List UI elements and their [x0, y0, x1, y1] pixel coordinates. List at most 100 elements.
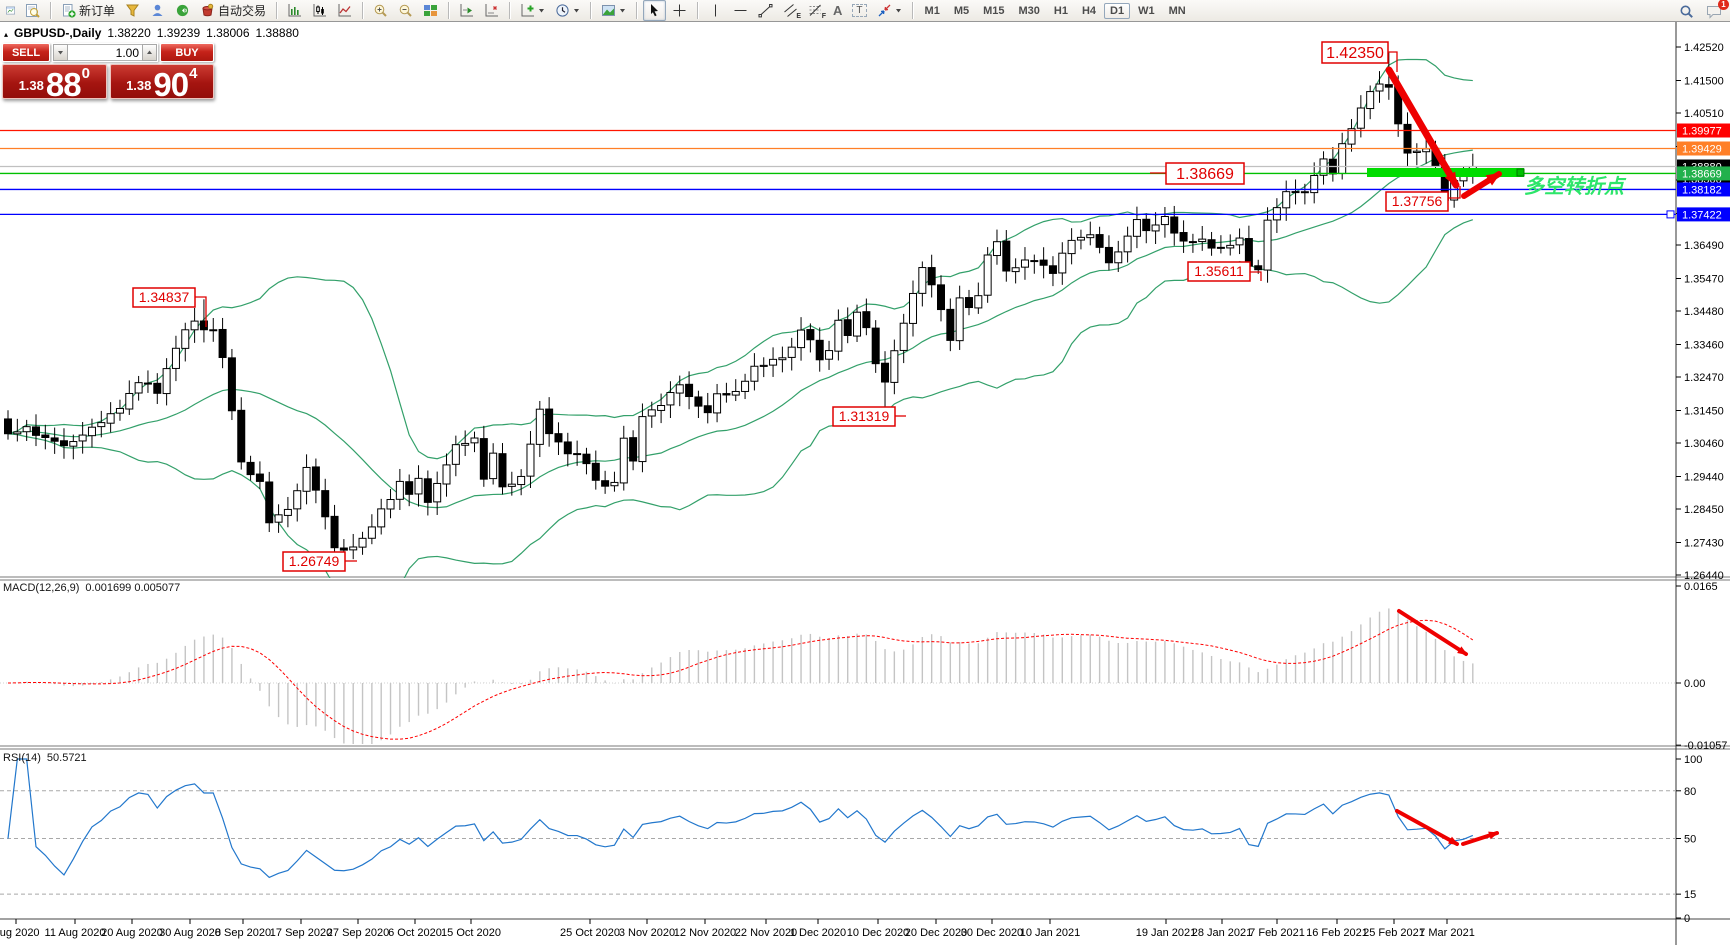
chart-shift-button[interactable]: [480, 0, 503, 21]
text-label-tool[interactable]: T: [848, 0, 870, 21]
timeframe-m5[interactable]: M5: [953, 4, 970, 17]
annotation-objects[interactable]: 1.42350 1.38669 1.37756 1.35611 1.31319 1.348…: [132, 41, 1627, 846]
toolbar-separator: [697, 2, 699, 19]
timeframe-h1[interactable]: H1: [1053, 4, 1068, 17]
timeframe-m15[interactable]: M15: [983, 4, 1005, 17]
crosshair-tool-button[interactable]: [668, 0, 691, 21]
svg-text:1.26440: 1.26440: [1684, 570, 1724, 582]
chinese-note-text: 多空转折点: [1524, 175, 1627, 198]
ohlc-close: 1.38880: [255, 26, 299, 40]
svg-text:17 Sep 2020: 17 Sep 2020: [270, 927, 332, 939]
svg-text:1.35611: 1.35611: [1194, 263, 1244, 279]
zoom-in-button[interactable]: [369, 0, 392, 21]
toolbar-separator: [276, 2, 278, 19]
toolbar-separator: [509, 2, 511, 19]
timeframe-h4[interactable]: H4: [1081, 4, 1097, 17]
svg-text:1.37422: 1.37422: [1682, 209, 1722, 221]
channel-letter: E: [796, 13, 802, 20]
arrows-icon: [878, 4, 890, 17]
chart-title: ▴ GBPUSD-,Daily 1.38220 1.39239 1.38006 …: [4, 26, 299, 40]
channel-tool[interactable]: E: [779, 0, 802, 21]
chart-magnifier-icon: [26, 4, 40, 18]
volume-input[interactable]: [68, 44, 142, 61]
svg-text:16 Feb 2021: 16 Feb 2021: [1306, 927, 1368, 939]
trend-arrow[interactable]: [1385, 66, 1460, 189]
svg-text:8 Sep 2020: 8 Sep 2020: [215, 927, 271, 939]
price-annotation-box[interactable]: [1385, 191, 1449, 212]
market-watch-button[interactable]: [121, 0, 144, 21]
buy-button[interactable]: BUY: [160, 43, 214, 62]
bar-chart-button[interactable]: [283, 0, 306, 21]
search-button[interactable]: [1675, 1, 1698, 22]
volume-increase-button[interactable]: [142, 44, 157, 61]
vertical-line-tool[interactable]: [704, 0, 727, 21]
volume-decrease-button[interactable]: [53, 44, 68, 61]
navigator-button[interactable]: [146, 0, 169, 21]
tile-windows-button[interactable]: [419, 0, 442, 21]
price-annotation-box[interactable]: [1321, 41, 1389, 64]
new-order-button[interactable]: 新订单: [57, 0, 119, 21]
trend-arrow[interactable]: [1461, 831, 1499, 846]
buy-price-sup: 4: [189, 65, 198, 82]
ohlc-low: 1.38006: [206, 26, 250, 40]
svg-text:1.32470: 1.32470: [1684, 372, 1724, 384]
svg-text:20 Aug 2020: 20 Aug 2020: [101, 927, 163, 939]
sell-button[interactable]: SELL: [2, 43, 50, 62]
fibonacci-icon: [809, 4, 821, 16]
svg-text:1.35470: 1.35470: [1684, 273, 1724, 285]
indicators-button[interactable]: [516, 0, 549, 21]
templates-button[interactable]: [597, 0, 630, 21]
cursor-tool-button[interactable]: [643, 0, 667, 21]
horizontal-line-tool[interactable]: [729, 0, 752, 21]
rsi-label: RSI(14): [3, 752, 41, 764]
candlestick-chart-button[interactable]: [308, 0, 331, 21]
timeframe-w1[interactable]: W1: [1138, 4, 1155, 17]
svg-text:15: 15: [1684, 889, 1696, 901]
symbol-period-label: GBPUSD-,Daily: [14, 26, 102, 40]
svg-text:25 Feb 2021: 25 Feb 2021: [1363, 927, 1425, 939]
macd-label-row: MACD(12,26,9) 0.001699 0.005077: [3, 582, 180, 594]
buy-price-display[interactable]: 1.38 90 4: [109, 64, 214, 101]
data-window-button[interactable]: [21, 0, 44, 21]
chevron-down-icon: [895, 9, 901, 13]
timeframe-d1[interactable]: D1: [1104, 2, 1131, 19]
svg-text:0.00: 0.00: [1684, 678, 1705, 690]
bar-chart-icon: [288, 4, 302, 17]
fibonacci-tool[interactable]: F: [804, 0, 827, 21]
new-order-icon: [63, 4, 76, 18]
horizontal-line-icon: [734, 10, 747, 11]
price-annotation-box[interactable]: [1187, 261, 1251, 282]
svg-text:1.42520: 1.42520: [1684, 42, 1724, 54]
timeframe-m1[interactable]: M1: [924, 4, 940, 17]
ohlc-high: 1.39239: [156, 26, 201, 40]
zoom-out-icon: [399, 4, 412, 17]
window-chart-button[interactable]: [2, 0, 19, 21]
price-annotation-box[interactable]: [132, 287, 196, 308]
svg-text:-0.01057: -0.01057: [1684, 740, 1727, 752]
trend-arrow[interactable]: [1461, 171, 1502, 199]
line-chart-icon: [338, 4, 352, 17]
zoom-out-button[interactable]: [394, 0, 417, 21]
auto-scroll-button[interactable]: [455, 0, 478, 21]
timeframes-clock-button[interactable]: [551, 0, 584, 21]
price-annotation-box[interactable]: [832, 406, 896, 427]
trend-arrow[interactable]: [1395, 809, 1459, 846]
arrows-tool[interactable]: [873, 0, 906, 21]
price-annotation-box[interactable]: [282, 551, 346, 572]
timeframe-m30[interactable]: M30: [1018, 4, 1040, 17]
chart-shift-icon: [485, 4, 499, 17]
trend-arrow[interactable]: [1397, 609, 1468, 656]
toolbar-separator: [590, 2, 592, 19]
line-chart-button[interactable]: [333, 0, 356, 21]
svg-text:80: 80: [1684, 786, 1696, 798]
sell-price-display[interactable]: 1.38 88 0: [2, 64, 107, 101]
timeframe-mn[interactable]: MN: [1168, 4, 1186, 17]
price-annotation-box[interactable]: [1165, 162, 1245, 185]
notifications-button[interactable]: 1: [1702, 0, 1729, 22]
news-button[interactable]: [171, 0, 194, 21]
auto-trading-button[interactable]: 自动交易: [196, 0, 270, 21]
text-tool[interactable]: A: [829, 0, 846, 21]
trendline-tool[interactable]: [754, 0, 777, 21]
auto-trading-label: 自动交易: [218, 4, 267, 18]
